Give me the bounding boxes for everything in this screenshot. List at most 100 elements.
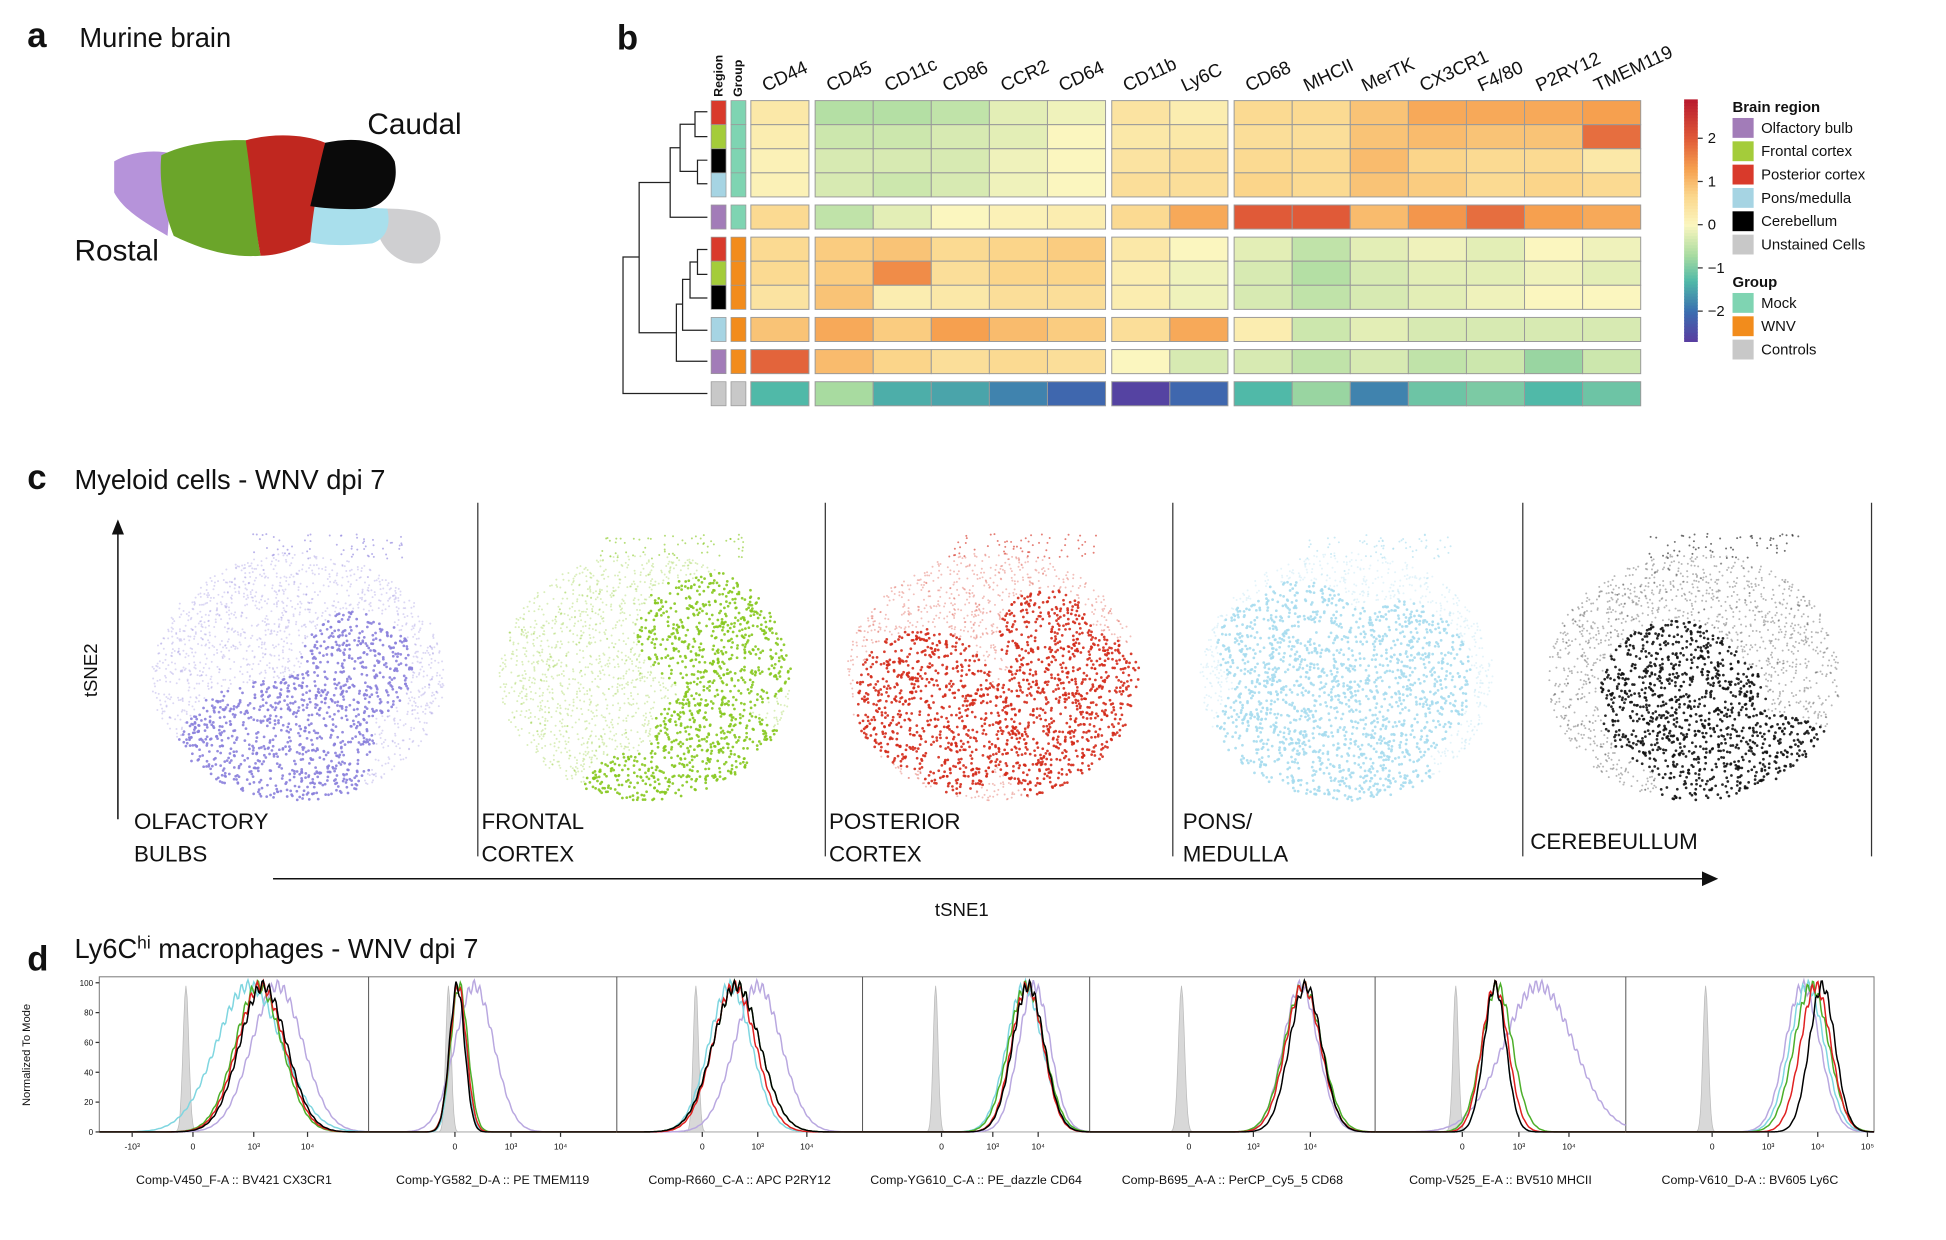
cell-dot	[194, 667, 197, 670]
cell-dot	[325, 693, 329, 696]
cell-dot	[597, 613, 600, 616]
cell-dot	[538, 735, 541, 738]
colorbar-slice	[1684, 305, 1698, 309]
cell-dot	[738, 713, 742, 716]
cell-dot	[257, 769, 260, 773]
cell-dot	[185, 712, 188, 715]
cell-dot	[591, 605, 594, 608]
cell-dot	[559, 733, 562, 736]
cell-dot	[772, 666, 776, 670]
cell-dot	[281, 665, 284, 668]
cell-dot	[394, 591, 397, 594]
heatmap-cell	[1233, 124, 1293, 150]
cell-dot	[203, 592, 206, 595]
cell-dot	[578, 583, 581, 586]
cell-dot	[305, 691, 308, 694]
colorbar-slice	[1684, 335, 1698, 339]
cell-dot	[693, 718, 696, 722]
cell-dot	[270, 630, 273, 633]
colorbar-slice	[1684, 174, 1698, 179]
cell-dot	[638, 673, 641, 676]
cell-dot	[690, 758, 694, 762]
cell-dot	[346, 589, 349, 592]
heatmap-cell	[1291, 316, 1351, 342]
cell-dot	[268, 717, 272, 721]
cell-dot	[943, 770, 946, 774]
cell-dot	[565, 769, 568, 772]
cell-dot	[368, 621, 371, 625]
cell-dot	[169, 717, 172, 720]
cell-dot	[178, 616, 181, 619]
cell-dot	[371, 781, 374, 784]
cell-dot	[675, 693, 678, 696]
cell-dot	[269, 653, 272, 656]
cell-dot	[632, 771, 636, 775]
cell-dot	[279, 728, 283, 732]
cell-dot	[614, 624, 617, 627]
cell-dot	[269, 793, 272, 797]
cell-dot	[371, 609, 374, 612]
colorbar-slice	[1684, 99, 1698, 104]
cell-dot	[647, 537, 650, 540]
cell-dot	[260, 762, 264, 766]
cell-dot	[705, 624, 708, 628]
cell-dot	[502, 667, 505, 670]
cell-dot	[345, 772, 348, 776]
cell-dot	[708, 617, 711, 621]
cell-dot	[552, 754, 555, 757]
cell-dot	[335, 582, 338, 585]
cell-dot	[567, 741, 570, 743]
cell-dot	[356, 748, 360, 752]
cell-dot	[228, 585, 231, 588]
cell-dot	[305, 737, 309, 740]
cell-dot	[582, 742, 585, 745]
cell-dot	[748, 712, 752, 716]
cell-dot	[598, 657, 601, 660]
cell-dot	[645, 598, 648, 601]
cell-dot	[370, 589, 373, 592]
cell-dot	[362, 736, 366, 740]
cell-dot	[269, 777, 272, 780]
cell-dot	[725, 580, 729, 583]
cell-dot	[652, 663, 655, 667]
cell-dot	[218, 614, 221, 617]
cell-dot	[712, 679, 716, 682]
cell-dot	[409, 691, 412, 694]
cell-dot	[709, 572, 713, 576]
cell-dot	[364, 681, 367, 685]
heatmap-cell	[988, 316, 1048, 342]
cell-dot	[179, 669, 182, 672]
cell-dot	[666, 556, 669, 559]
cell-dot	[686, 685, 689, 689]
cell-dot	[373, 710, 376, 714]
cell-dot	[303, 539, 306, 542]
heatmap-cell	[1169, 316, 1229, 342]
cell-dot	[215, 648, 218, 651]
cell-dot	[653, 752, 657, 756]
cell-dot	[255, 591, 258, 594]
cell-dot	[758, 656, 761, 660]
cell-dot	[728, 724, 732, 728]
cell-dot	[227, 638, 230, 641]
cell-dot	[305, 585, 308, 588]
cell-dot	[331, 635, 335, 638]
cell-dot	[315, 640, 319, 644]
cell-dot	[194, 726, 197, 730]
cell-dot	[163, 637, 166, 640]
region-annotation	[710, 124, 727, 150]
cell-dot	[315, 665, 318, 668]
cell-dot	[694, 779, 698, 783]
cell-dot	[617, 702, 620, 705]
cell-dot	[398, 747, 401, 750]
cell-dot	[275, 752, 278, 756]
cell-dot	[618, 604, 621, 607]
cell-dot	[211, 698, 214, 701]
cell-dot	[670, 561, 673, 564]
heatmap-cell	[1233, 260, 1293, 286]
cell-dot	[341, 564, 344, 567]
cell-dot	[733, 707, 736, 711]
cell-dot	[224, 721, 228, 725]
cell-dot	[165, 667, 168, 670]
cell-dot	[590, 710, 593, 713]
cell-dot	[355, 624, 359, 628]
